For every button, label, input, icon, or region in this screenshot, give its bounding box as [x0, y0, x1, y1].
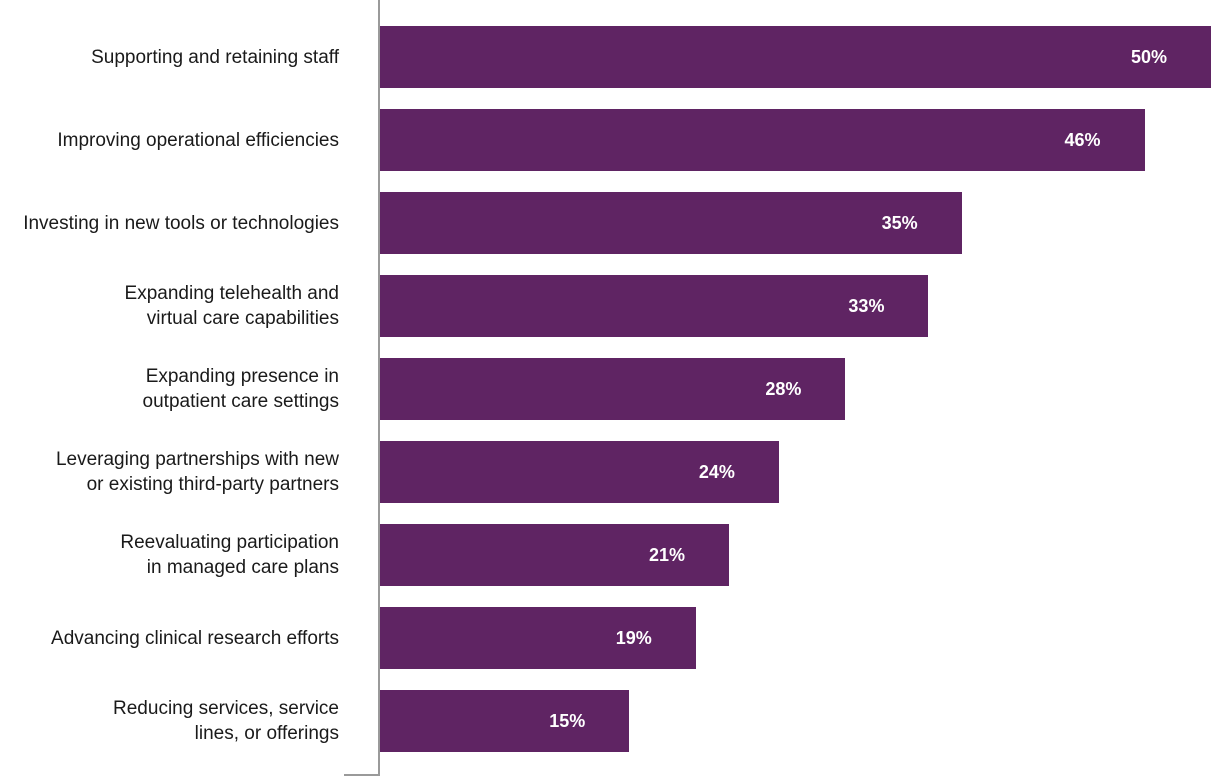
bar [380, 358, 846, 420]
category-label: Reevaluating participation in managed ca… [120, 532, 339, 578]
category-label: Reducing services, service lines, or off… [113, 698, 339, 744]
bar [380, 607, 696, 669]
bar [380, 275, 929, 337]
value-label: 19% [615, 628, 652, 648]
bar [380, 524, 730, 586]
y-axis-foot-tick [344, 774, 380, 776]
category-label: Supporting and retaining staff [91, 46, 339, 68]
category-label: Expanding presence in outpatient care se… [142, 366, 339, 412]
bar [380, 192, 962, 254]
y-axis-line [378, 0, 380, 776]
category-label: Investing in new tools or technologies [23, 212, 339, 234]
value-label: 28% [765, 379, 802, 399]
value-label: 33% [848, 296, 885, 316]
category-label: Leveraging partnerships with new or exis… [55, 449, 339, 495]
category-label: Expanding telehealth and virtual care ca… [124, 283, 339, 329]
value-label: 50% [1130, 47, 1167, 67]
value-label: 15% [549, 711, 586, 731]
bar [380, 441, 779, 503]
value-label: 21% [648, 545, 686, 565]
value-label: 24% [698, 462, 735, 482]
category-label: Advancing clinical research efforts [51, 627, 339, 649]
value-label: 35% [881, 213, 918, 233]
bar [380, 26, 1211, 88]
value-label: 46% [1064, 130, 1101, 150]
bar [380, 109, 1145, 171]
category-label: Improving operational efficiencies [57, 129, 339, 151]
bar [380, 690, 630, 752]
